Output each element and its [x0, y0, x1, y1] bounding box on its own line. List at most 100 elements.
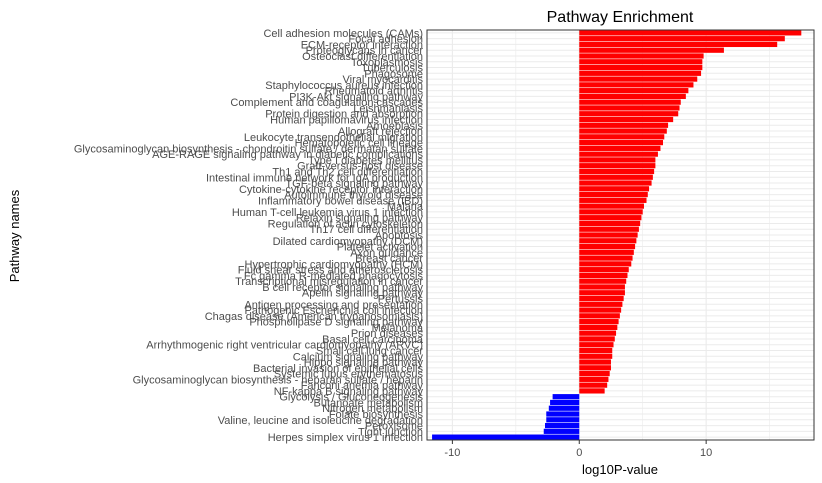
- category-label: Inflammatory bowel disease (IBD): [258, 195, 423, 207]
- category-label: Th17 cell differentiation: [309, 224, 423, 236]
- category-label: AGE-RAGE signaling pathway in diabetic c…: [152, 149, 423, 161]
- category-label: Peroxisome: [365, 421, 423, 433]
- category-label: Type I diabetes mellitus: [308, 155, 423, 167]
- bar: [579, 140, 664, 146]
- category-label: Herpes simplex virus 1 infection: [268, 432, 423, 444]
- category-label: Tight junction: [358, 426, 423, 438]
- bar: [579, 191, 648, 198]
- bar: [550, 399, 580, 406]
- bar: [579, 116, 674, 123]
- category-label: Nitrogen metabolism: [322, 403, 423, 415]
- category-label: Regulation of actin cytoskeleton: [268, 218, 423, 230]
- bar: [543, 428, 580, 434]
- bar: [552, 394, 580, 400]
- bar: [579, 105, 680, 111]
- bar: [579, 180, 652, 186]
- bar: [579, 272, 628, 279]
- bar: [579, 168, 655, 175]
- bar: [579, 174, 653, 180]
- category-label: NF-kappa B signaling pathway: [274, 386, 424, 398]
- bar: [579, 267, 629, 273]
- bar: [579, 336, 615, 342]
- bar: [579, 203, 644, 209]
- category-label: Graft-versus-host disease: [297, 161, 423, 173]
- category-label: Osteoclast differentiation: [302, 51, 423, 63]
- category-label: Arrhythmogenic right ventricular cardiom…: [146, 340, 423, 352]
- bar: [579, 255, 633, 261]
- category-label: Apoptosis: [375, 230, 424, 242]
- bar: [579, 30, 802, 36]
- bar: [579, 220, 641, 227]
- bar: [548, 405, 580, 411]
- bar: [579, 111, 679, 117]
- bar: [579, 359, 611, 365]
- category-label: Dilated cardiomyopathy (DCM): [273, 236, 423, 248]
- bar: [579, 388, 605, 394]
- category-label: Hematopoietic cell lineage: [295, 138, 423, 150]
- category-label: Butanoate metabolism: [314, 397, 423, 409]
- bar: [545, 422, 580, 429]
- category-label: Leishmaniasis: [353, 103, 423, 115]
- x-tick-label: 10: [700, 447, 712, 459]
- category-label: Valine, leucine and isoleucine degradati…: [218, 415, 423, 427]
- category-label: Transcriptional misregulation in cancer: [235, 276, 423, 288]
- category-label: ECM-receptor interaction: [301, 39, 423, 51]
- category-label: Basal cell carcinoma: [322, 334, 424, 346]
- bar: [579, 226, 639, 232]
- category-label: Pertussis: [378, 294, 424, 306]
- category-label: Axon guidance: [350, 247, 423, 259]
- category-label: Protein digestion and absorption: [265, 109, 423, 121]
- bar: [579, 370, 610, 377]
- category-label: Toxoplasmosis: [351, 57, 424, 69]
- bar: [579, 128, 667, 134]
- bar: [579, 313, 620, 319]
- bar: [579, 238, 637, 244]
- category-labels: Cell adhesion molecules (CAMs)Focal adhe…: [74, 28, 424, 444]
- category-label: Fc gamma R-mediated phagocytosis: [244, 270, 424, 282]
- x-axis-label: log10P-value: [582, 462, 658, 477]
- category-label: Human papillomavirus infection: [270, 115, 423, 127]
- category-label: Glycosaminoglycan biosynthesis - chondro…: [74, 143, 423, 155]
- category-label: Focal adhesion: [348, 34, 423, 46]
- category-label: Breast cancer: [355, 253, 423, 265]
- bar: [579, 76, 698, 82]
- category-label: Bacterial invasion of epithelial cells: [253, 363, 423, 375]
- bar: [546, 417, 580, 423]
- bar: [579, 347, 613, 354]
- category-label: Tuberculosis: [361, 63, 423, 75]
- category-label: Platelet activation: [337, 242, 423, 254]
- bar: [579, 284, 625, 290]
- category-label: Human T-cell leukemia virus 1 infection: [232, 207, 423, 219]
- bar: [579, 249, 634, 255]
- bar: [579, 307, 622, 313]
- bar: [579, 134, 665, 140]
- category-label: Hypertrophic cardiomyopathy (HCM): [245, 259, 424, 271]
- bar: [546, 411, 580, 417]
- category-label: Phospholipase D signaling pathway: [249, 317, 423, 329]
- chart-title: Pathway Enrichment: [547, 9, 694, 26]
- bar: [579, 365, 611, 371]
- bar: [579, 215, 642, 221]
- bar: [579, 53, 704, 59]
- category-label: Folate biosynthesis: [329, 409, 424, 421]
- bar: [579, 330, 617, 336]
- category-label: Glycolysis / Gluconeogenesis: [279, 392, 423, 404]
- category-label: Complement and coagulation cascades: [230, 97, 423, 109]
- category-label: Glycosaminoglycan biosynthesis - heparan…: [133, 374, 423, 386]
- bar: [579, 64, 703, 71]
- category-label: Small cell lung cancer: [316, 345, 423, 357]
- x-tick-label: 0: [576, 447, 582, 459]
- bar: [579, 324, 618, 330]
- bar: [579, 232, 638, 238]
- bar: [579, 151, 658, 157]
- bar: [579, 122, 669, 128]
- bar: [579, 353, 613, 359]
- category-label: Autoimmune thyroid disease: [284, 190, 423, 202]
- category-label: Proteoglycans in cancer: [306, 45, 424, 57]
- bar: [579, 157, 656, 163]
- bar: [579, 243, 636, 250]
- category-label: Malaria: [387, 201, 424, 213]
- category-label: Cell adhesion molecules (CAMs): [263, 28, 423, 40]
- bar: [579, 342, 614, 348]
